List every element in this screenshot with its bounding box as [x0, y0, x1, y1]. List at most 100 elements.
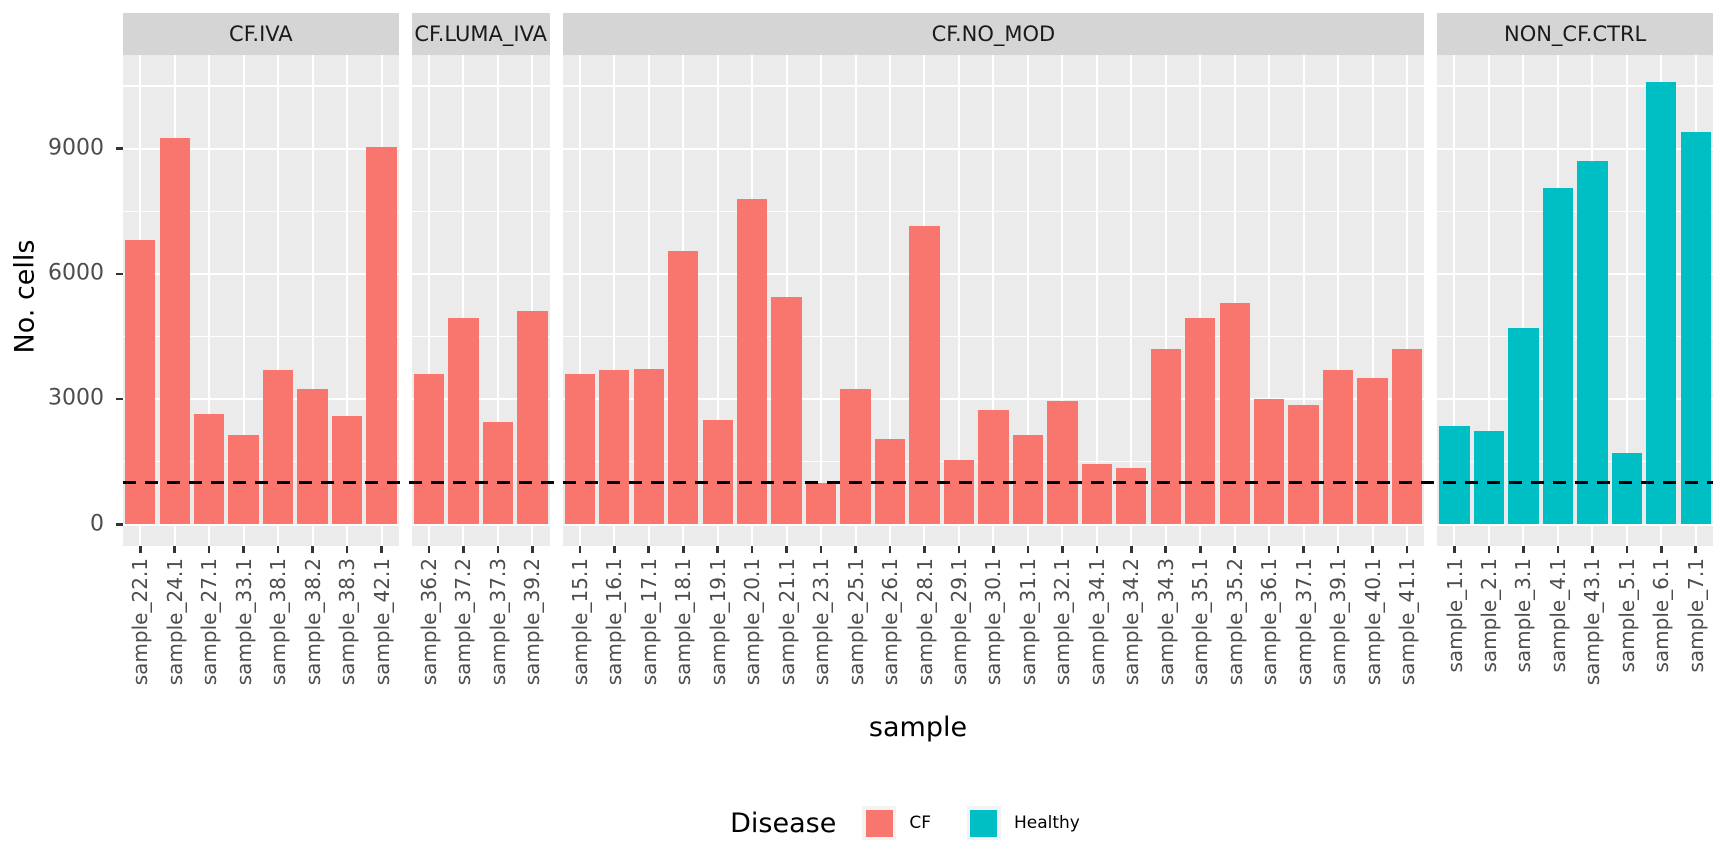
- gridline-vertical: [208, 55, 211, 546]
- bar: [1577, 161, 1608, 525]
- y-axis-title: No. cells: [9, 239, 41, 353]
- x-tick-label: sample_20.1: [740, 558, 765, 686]
- x-tick-label: sample_34.3: [1153, 558, 1178, 686]
- gridline-vertical: [1625, 55, 1628, 546]
- bar: [1322, 369, 1354, 525]
- x-tick-mark: [207, 546, 211, 553]
- facet-strip-label: CF.NO_MOD: [931, 22, 1056, 46]
- x-tick-mark: [854, 546, 857, 553]
- x-tick-label: sample_1.1: [1442, 558, 1467, 673]
- y-tick-label: 6000: [48, 260, 104, 286]
- gridline-minor: [123, 335, 399, 338]
- gridline-minor: [123, 210, 399, 212]
- x-tick-label: sample_4.1: [1545, 558, 1570, 673]
- x-tick-label: sample_35.1: [1188, 558, 1213, 686]
- gridline-vertical: [1337, 55, 1340, 546]
- y-tick-mark: [116, 147, 123, 150]
- gridline-major: [123, 147, 399, 150]
- x-tick-label: sample_37.1: [1291, 558, 1316, 686]
- legend-key: [966, 806, 1001, 840]
- facet-panel: [411, 55, 550, 546]
- x-tick-mark: [1302, 546, 1305, 553]
- gridline-vertical: [1268, 55, 1271, 546]
- x-tick-label: sample_42.1: [369, 558, 394, 686]
- bar: [1253, 399, 1285, 525]
- bar: [262, 369, 294, 525]
- bar: [1185, 317, 1216, 525]
- gridline-vertical: [531, 55, 534, 546]
- y-tick-mark: [116, 398, 123, 401]
- x-tick-label: sample_25.1: [843, 558, 868, 686]
- x-tick-mark: [1164, 546, 1168, 553]
- gridline-vertical: [1371, 55, 1374, 546]
- x-tick-mark: [716, 546, 719, 553]
- bar: [413, 374, 445, 525]
- x-tick-label: sample_17.1: [636, 558, 661, 686]
- facet-strip-label: CF.LUMA_IVA: [414, 22, 547, 46]
- gridline-vertical: [647, 55, 650, 546]
- gridline-major: [1437, 147, 1713, 150]
- bar: [1012, 434, 1044, 525]
- bar: [1611, 453, 1642, 525]
- bar: [1680, 131, 1711, 525]
- x-tick-mark: [173, 546, 176, 553]
- x-tick-label: sample_28.1: [912, 558, 937, 686]
- dashed-threshold-line: [123, 481, 1713, 485]
- gridline-vertical: [1061, 55, 1064, 546]
- x-tick-mark: [681, 546, 685, 553]
- bar: [909, 225, 940, 525]
- x-tick-label: sample_27.1: [197, 558, 222, 686]
- x-tick-mark: [923, 546, 926, 553]
- x-tick-label: sample_39.1: [1326, 558, 1351, 686]
- x-tick-mark: [242, 546, 245, 553]
- x-tick-label: sample_15.1: [567, 558, 592, 686]
- gridline-minor: [1437, 210, 1713, 212]
- x-tick-label: sample_35.2: [1222, 558, 1247, 686]
- gridline-minor: [1437, 335, 1713, 338]
- bar: [1542, 188, 1574, 525]
- bar: [978, 409, 1009, 525]
- x-tick-mark: [1233, 546, 1236, 553]
- gridline-minor: [1437, 85, 1713, 87]
- bar: [1508, 328, 1539, 525]
- x-tick-label: sample_29.1: [946, 558, 971, 686]
- gridline-vertical: [992, 55, 995, 546]
- facet-strip: CF.NO_MOD: [562, 13, 1425, 55]
- bar: [1288, 405, 1319, 525]
- x-tick-label: sample_36.1: [1257, 558, 1282, 686]
- x-tick-label: sample_16.1: [602, 558, 627, 686]
- x-tick-mark: [613, 546, 616, 553]
- x-tick-mark: [1405, 546, 1409, 553]
- x-tick-mark: [1336, 546, 1340, 553]
- gridline-vertical: [496, 55, 499, 546]
- gridline-vertical: [242, 55, 245, 546]
- x-tick-mark: [1130, 546, 1133, 553]
- x-tick-mark: [1095, 546, 1099, 553]
- legend-label: CF: [909, 813, 931, 833]
- y-tick-mark: [116, 523, 123, 526]
- x-tick-label: sample_2.1: [1476, 558, 1501, 673]
- bar: [1357, 378, 1388, 525]
- x-tick-mark: [992, 546, 995, 553]
- x-tick-label: sample_34.1: [1084, 558, 1109, 686]
- gridline-vertical: [957, 55, 960, 546]
- legend-swatch-healthy: [970, 809, 998, 837]
- gridline-vertical: [311, 55, 314, 546]
- x-tick-label: sample_37.2: [451, 558, 476, 686]
- x-tick-label: sample_38.2: [300, 558, 325, 686]
- x-tick-mark: [1522, 546, 1525, 553]
- gridline-vertical: [346, 55, 349, 546]
- x-tick-label: sample_37.3: [485, 558, 510, 686]
- x-tick-mark: [427, 546, 431, 553]
- x-tick-label: sample_41.1: [1395, 558, 1420, 686]
- gridline-minor: [123, 85, 399, 87]
- gridline-minor: [411, 210, 550, 212]
- legend-entry: Healthy: [966, 806, 1080, 840]
- x-tick-mark: [311, 546, 314, 553]
- bar: [668, 250, 699, 525]
- y-tick-label: 9000: [48, 135, 104, 161]
- x-tick-mark: [1556, 546, 1560, 553]
- bar: [943, 459, 975, 525]
- x-tick-mark: [1453, 546, 1456, 553]
